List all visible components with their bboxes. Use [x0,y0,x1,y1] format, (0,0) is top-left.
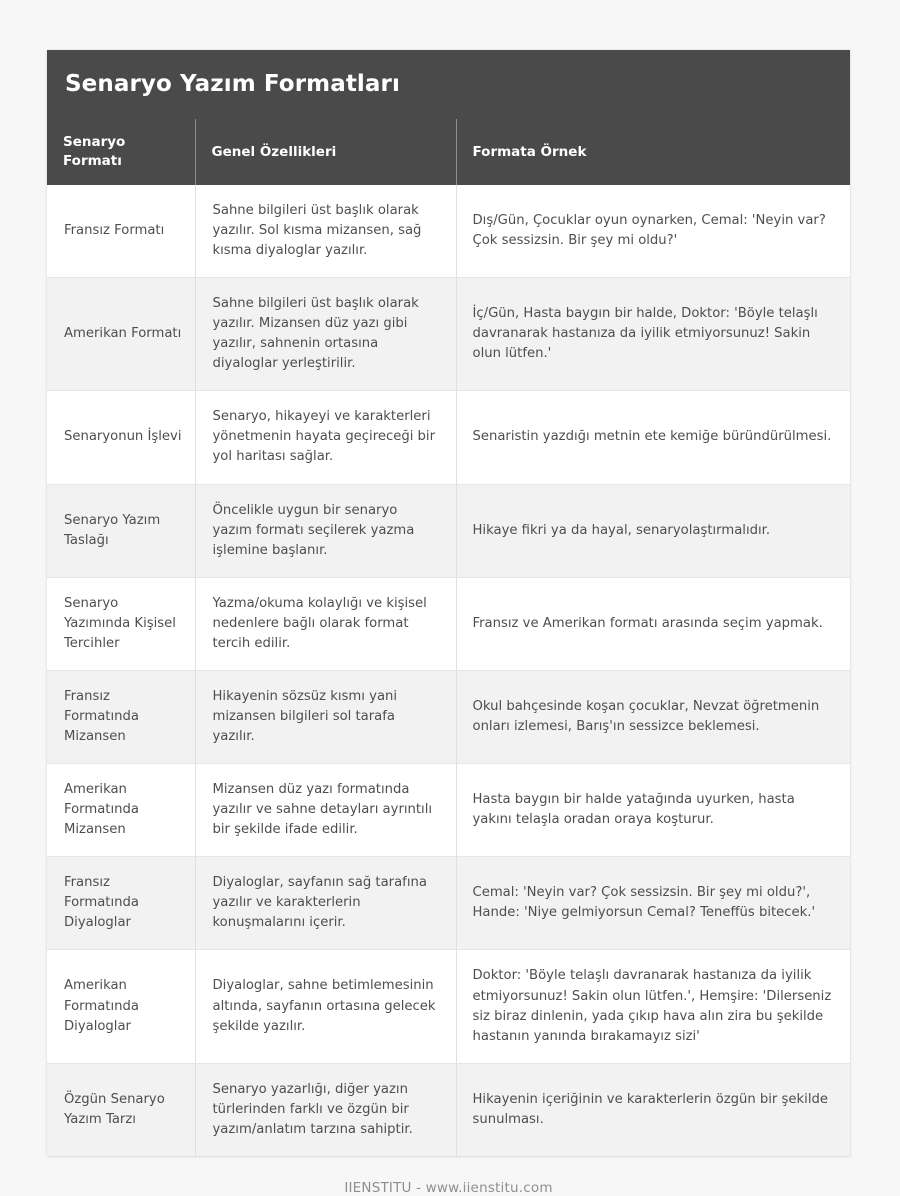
cell-format-name: Amerikan Formatı [47,277,196,392]
table-row: Amerikan Formatında Mizansen Mizansen dü… [47,763,850,858]
table-row: Amerikan Formatı Sahne bilgileri üst baş… [47,277,850,392]
cell-format-example: Hasta baygın bir halde yatağında uyurken… [456,763,850,858]
column-header-features: Genel Özellikleri [195,119,457,185]
table-row: Senaryonun İşlevi Senaryo, hikayeyi ve k… [47,390,850,485]
cell-format-description: Senaryo, hikayeyi ve karakterleri yönetm… [195,390,457,485]
table-row: Senaryo Yazımında Kişisel Tercihler Yazm… [47,577,850,671]
cell-format-example: İç/Gün, Hasta baygın bir halde, Doktor: … [456,277,850,392]
cell-format-description: Senaryo yazarlığı, diğer yazın türlerind… [195,1063,457,1156]
cell-format-description: Diyaloglar, sayfanın sağ tarafına yazılı… [195,856,457,951]
cell-format-description: Sahne bilgileri üst başlık olarak yazılı… [195,277,457,392]
cell-format-name: Fransız Formatında Diyaloglar [47,856,196,951]
cell-format-name: Senaryonun İşlevi [47,390,196,485]
page-root: Senaryo Yazım Formatları Senaryo Formatı… [47,50,850,1196]
table-row: Fransız Formatında Diyaloglar Diyaloglar… [47,856,850,951]
footer-attribution: IIENSTITU - www.iienstitu.com [344,1179,553,1196]
cell-format-description: Öncelikle uygun bir senaryo yazım format… [195,484,457,578]
cell-format-description: Mizansen düz yazı formatında yazılır ve … [195,763,457,858]
cell-format-name: Amerikan Formatında Diyaloglar [47,949,196,1064]
table-header-row: Senaryo Formatı Genel Özellikleri Format… [47,119,850,185]
cell-format-name: Fransız Formatında Mizansen [47,670,196,765]
table-header: Senaryo Formatı Genel Özellikleri Format… [47,119,850,185]
cell-format-description: Sahne bilgileri üst başlık olarak yazılı… [195,184,457,279]
page-title: Senaryo Yazım Formatları [47,50,850,120]
cell-format-name: Amerikan Formatında Mizansen [47,763,196,858]
cell-format-name: Fransız Formatı [47,184,196,279]
table-row: Fransız Formatında Mizansen Hikayenin sö… [47,670,850,765]
cell-format-example: Hikaye fikri ya da hayal, senaryolaştırm… [456,484,850,578]
cell-format-name: Özgün Senaryo Yazım Tarzı [47,1063,196,1156]
cell-format-example: Dış/Gün, Çocuklar oyun oynarken, Cemal: … [456,184,850,279]
table-body: Fransız Formatı Sahne bilgileri üst başl… [47,184,850,1156]
cell-format-name: Senaryo Yazım Taslağı [47,484,196,578]
cell-format-example: Hikayenin içeriğinin ve karakterlerin öz… [456,1063,850,1156]
table-row: Özgün Senaryo Yazım Tarzı Senaryo yazarl… [47,1063,850,1156]
cell-format-example: Senaristin yazdığı metnin ete kemiğe bür… [456,390,850,485]
cell-format-description: Diyaloglar, sahne betimlemesinin altında… [195,949,457,1064]
table-row: Amerikan Formatında Diyaloglar Diyalogla… [47,949,850,1064]
scenario-formats-table: Senaryo Formatı Genel Özellikleri Format… [47,119,850,1156]
column-header-format: Senaryo Formatı [47,119,196,185]
cell-format-example: Fransız ve Amerikan formatı arasında seç… [456,577,850,671]
column-header-example: Formata Örnek [456,119,850,185]
cell-format-example: Cemal: 'Neyin var? Çok sessizsin. Bir şe… [456,856,850,951]
table-card: Senaryo Yazım Formatları Senaryo Formatı… [47,50,850,1156]
cell-format-name: Senaryo Yazımında Kişisel Tercihler [47,577,196,671]
table-row: Fransız Formatı Sahne bilgileri üst başl… [47,184,850,279]
cell-format-description: Hikayenin sözsüz kısmı yani mizansen bil… [195,670,457,765]
cell-format-example: Okul bahçesinde koşan çocuklar, Nevzat ö… [456,670,850,765]
cell-format-description: Yazma/okuma kolaylığı ve kişisel nedenle… [195,577,457,671]
cell-format-example: Doktor: 'Böyle telaşlı davranarak hastan… [456,949,850,1064]
table-row: Senaryo Yazım Taslağı Öncelikle uygun bi… [47,484,850,578]
